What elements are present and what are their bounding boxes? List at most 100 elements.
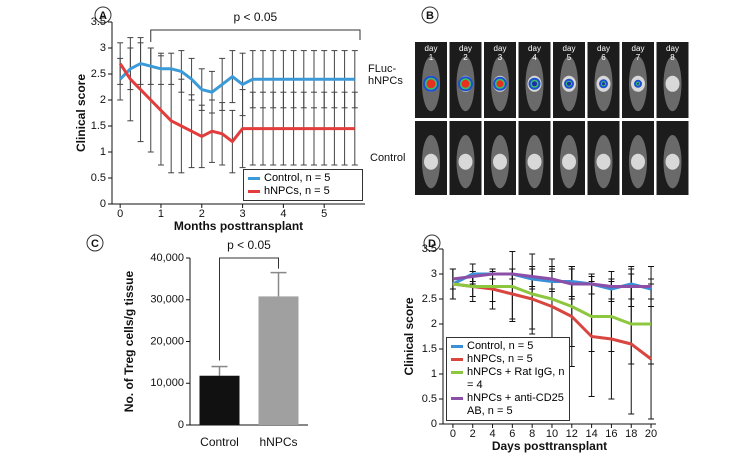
x-tick-label: 5 (321, 208, 327, 220)
annotation: p < 0.05 (234, 10, 278, 24)
legend-item: hNPCs + anti-CD25 AB, n = 5 (451, 392, 565, 418)
signal-core (532, 81, 537, 87)
x-tick-label: hNPCs (259, 435, 297, 449)
mouse-head (665, 153, 680, 170)
day-word: day (459, 44, 472, 53)
signal-core (496, 80, 504, 88)
x-tick-label: 3 (240, 208, 246, 220)
day-number: 6 (601, 53, 606, 62)
day-word: day (632, 44, 645, 53)
legend-item: hNPCs, n = 5 (451, 353, 565, 366)
mouse-head (665, 75, 680, 92)
bar (258, 296, 299, 425)
legend: Control, n = 5 hNPCs, n = 5 hNPCs + Rat Ig… (446, 337, 570, 421)
mouse-head (596, 153, 611, 170)
x-tick-label: 2 (470, 428, 476, 440)
signal-core (602, 82, 605, 86)
series-line (452, 272, 652, 288)
legend-label: Control, n = 5 (264, 172, 331, 184)
day-word: day (563, 44, 576, 53)
y-tick-label: 3 (431, 268, 437, 280)
legend-swatch (451, 345, 463, 348)
legend-label: hNPCs, n = 5 (467, 353, 533, 365)
day-word: day (597, 44, 610, 53)
bracket (150, 29, 361, 42)
panel-label: D (428, 238, 436, 250)
panel-label-circle (94, 6, 112, 24)
legend-item: Control, n = 5 (248, 172, 358, 185)
y-tick-label: 2.5 (91, 68, 106, 80)
y-tick-label: 20,000 (150, 335, 184, 347)
legend-item: hNPCs + Rat IgG, n = 4 (451, 366, 565, 392)
legend-label: hNPCs + anti-CD25 AB, n = 5 (467, 392, 564, 417)
legend-swatch (248, 190, 260, 193)
legend: Control, n = 5 hNPCs, n = 5 (243, 169, 363, 201)
x-axis-label: Months posttransplant (174, 219, 303, 233)
day-word: day (494, 44, 507, 53)
signal-core (567, 81, 571, 86)
y-tick-label: 1 (100, 146, 106, 158)
y-axis-label: No. of Treg cells/g tissue (122, 270, 136, 412)
row-label: FLuc-hNPCs (368, 63, 403, 87)
bracket (219, 257, 279, 361)
y-tick-label: 0 (100, 198, 106, 210)
y-tick-label: 30,000 (150, 294, 184, 306)
y-tick-label: 0.5 (91, 172, 106, 184)
x-tick-label: 2 (199, 208, 205, 220)
y-tick-label: 1 (431, 368, 437, 380)
day-word: day (666, 44, 679, 53)
mouse-head (458, 153, 473, 170)
day-number: 2 (463, 53, 468, 62)
mouse-head (527, 153, 542, 170)
annotation: p < 0.05 (227, 238, 271, 252)
panel-label: A (99, 10, 107, 22)
legend-swatch (451, 397, 463, 400)
x-tick-label: 1 (158, 208, 164, 220)
day-word: day (425, 44, 438, 53)
day-number: 4 (532, 53, 537, 62)
x-tick-label: 10 (546, 428, 558, 440)
x-tick-label: 20 (645, 428, 657, 440)
x-tick-label: 12 (566, 428, 578, 440)
series-line (119, 62, 355, 94)
y-tick-label: 2 (431, 318, 437, 330)
y-tick-label: 1.5 (91, 120, 106, 132)
series-line (452, 282, 652, 326)
legend-label: hNPCs + Rat IgG, n = 4 (467, 366, 565, 391)
x-tick-label: 4 (489, 428, 495, 440)
y-tick-label: 0.5 (422, 393, 437, 405)
signal-core (637, 82, 639, 85)
panel-label: C (91, 238, 99, 250)
legend-swatch (451, 371, 463, 374)
legend-label: hNPCs, n = 5 (264, 185, 330, 197)
day-number: 3 (498, 53, 503, 62)
x-tick-label: 8 (529, 428, 535, 440)
series-line (452, 282, 652, 361)
signal-core (426, 79, 436, 89)
legend-item: Control, n = 5 (451, 340, 565, 353)
y-tick-label: 0 (178, 419, 184, 431)
panel-label-circle (421, 6, 439, 24)
day-number: 1 (429, 53, 434, 62)
y-tick-label: 0 (431, 418, 437, 430)
day-word: day (528, 44, 541, 53)
row-label: Control (370, 152, 406, 164)
mouse-head (631, 153, 645, 170)
x-tick-label: 0 (450, 428, 456, 440)
x-tick-label: 0 (117, 208, 123, 220)
legend-item: hNPCs, n = 5 (248, 185, 358, 198)
y-tick-label: 40,000 (150, 252, 184, 264)
bar (199, 375, 240, 425)
y-tick-label: 3.5 (91, 16, 106, 28)
x-tick-label: 18 (625, 428, 637, 440)
x-tick-label: 6 (509, 428, 515, 440)
y-tick-label: 3 (100, 42, 106, 54)
x-axis-label: Days posttransplant (492, 439, 607, 453)
legend-swatch (451, 358, 463, 361)
mouse-head (562, 153, 576, 170)
x-tick-label: 16 (605, 428, 617, 440)
legend-label: Control, n = 5 (467, 340, 534, 352)
panel-label-circle (86, 234, 104, 252)
